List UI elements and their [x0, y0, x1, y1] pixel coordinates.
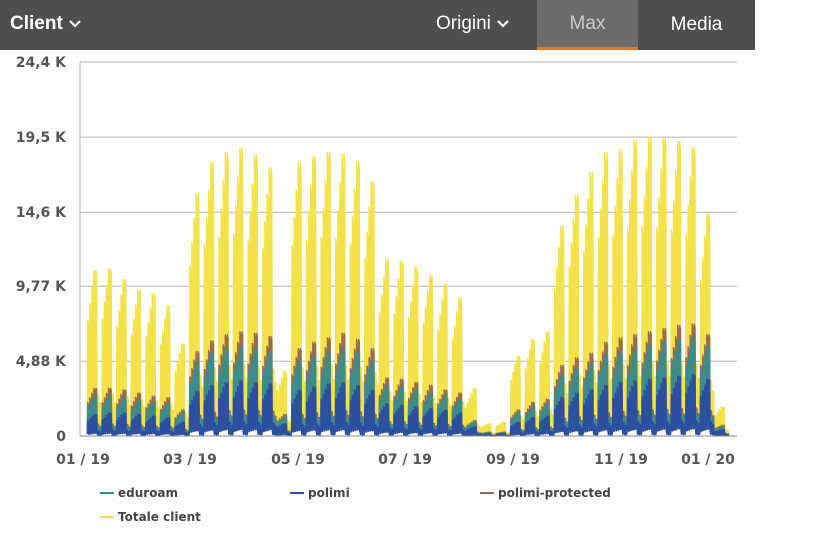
x-tick-label: 01 / 20	[681, 452, 735, 468]
chevron-down-icon	[497, 20, 509, 28]
legend-label: eduroam	[118, 486, 179, 500]
legend-swatch	[100, 492, 114, 494]
tab-media-label: Media	[670, 14, 723, 35]
series-line-polimi	[86, 374, 730, 437]
legend-label: Totale client	[118, 510, 201, 524]
line-chart: 0 4,88 K 9,77 K 14,6 K 19,5 K 24,4 K 01 / 19 03…	[16, 55, 737, 468]
origin-dropdown-label: Origini	[436, 13, 491, 34]
series-lines	[86, 136, 730, 437]
x-tick-label: 09 / 19	[486, 452, 540, 468]
top-bar: Client Origini Max Media	[0, 0, 755, 50]
y-tick-label: 9,77 K	[16, 279, 67, 295]
legend-swatch	[290, 492, 304, 494]
tab-max-label: Max	[569, 12, 606, 34]
chevron-down-icon	[69, 20, 81, 28]
tab-media[interactable]: Media	[638, 0, 755, 50]
origin-dropdown[interactable]: Origini	[436, 13, 509, 35]
legend-item-polimi-protected[interactable]: polimi-protected	[480, 486, 611, 500]
axes: 0 4,88 K 9,77 K 14,6 K 19,5 K 24,4 K 01 / 19 03…	[16, 55, 737, 468]
y-tick-label: 14,6 K	[16, 205, 67, 221]
legend-item-eduroam[interactable]: eduroam	[100, 486, 178, 500]
y-tick-label: 19,5 K	[16, 130, 67, 146]
x-tick-label: 03 / 19	[163, 452, 217, 468]
x-tick-label: 05 / 19	[271, 452, 325, 468]
metric-selector[interactable]: Client	[10, 13, 81, 35]
legend-item-totale-client[interactable]: Totale client	[100, 510, 201, 524]
legend-swatch	[100, 516, 114, 518]
legend-label: polimi-protected	[498, 486, 611, 500]
legend-swatch	[480, 492, 494, 494]
x-tick-label: 11 / 19	[594, 452, 648, 468]
legend: eduroam polimi polimi-protected Totale c…	[0, 482, 825, 537]
y-tick-label: 4,88 K	[16, 354, 67, 370]
y-tick-label: 0	[56, 429, 66, 445]
x-tick-label: 01 / 19	[56, 452, 110, 468]
metric-selector-label: Client	[10, 13, 63, 34]
tab-max[interactable]: Max	[537, 0, 638, 50]
y-tick-label: 24,4 K	[16, 55, 67, 71]
legend-item-polimi[interactable]: polimi	[290, 486, 350, 500]
x-tick-label: 07 / 19	[378, 452, 432, 468]
legend-label: polimi	[308, 486, 350, 500]
